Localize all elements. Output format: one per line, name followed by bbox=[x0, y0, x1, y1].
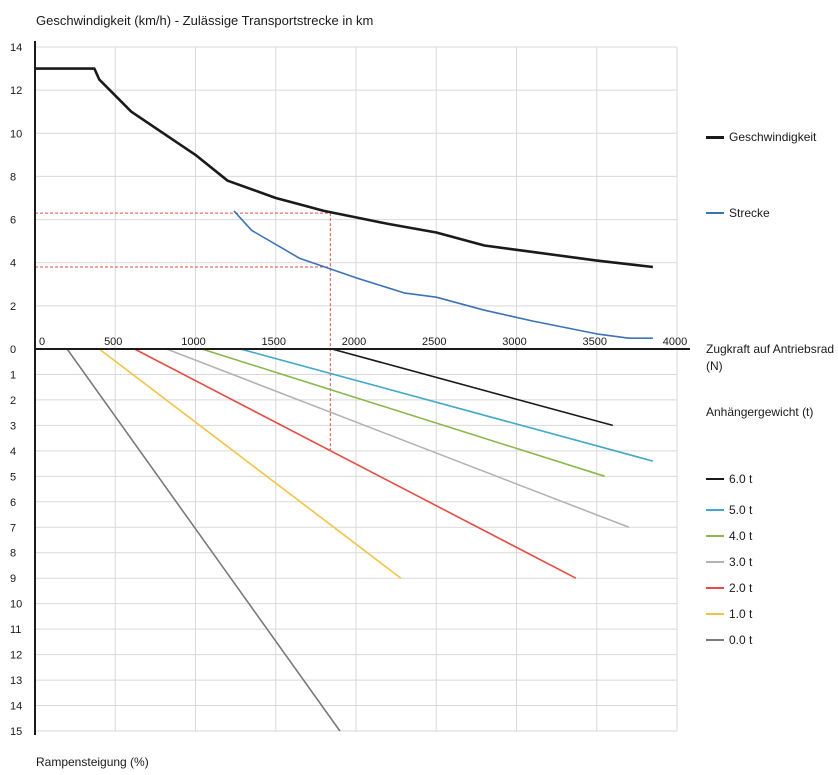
legend-item-trailer: 3.0 t bbox=[706, 554, 752, 570]
legend-swatch bbox=[706, 613, 724, 615]
x-tick-label: 0 bbox=[39, 336, 45, 348]
upper-y-tick-label: 14 bbox=[10, 42, 22, 54]
upper-y-tick-label: 2 bbox=[10, 301, 16, 313]
trailer-legend-title: Anhängergewicht (t) bbox=[706, 405, 814, 419]
x-tick-label: 3500 bbox=[583, 336, 607, 348]
legend-swatch bbox=[706, 535, 724, 537]
legend-item-trailer: 4.0 t bbox=[706, 528, 752, 544]
lower-y-tick-label: 8 bbox=[10, 548, 16, 560]
lower-y-tick-label: 1 bbox=[10, 369, 16, 381]
legend-item-trailer: 5.0 t bbox=[706, 502, 752, 518]
upper-y-tick-label: 0 bbox=[10, 344, 16, 356]
lower-y-tick-label: 13 bbox=[10, 675, 22, 687]
legend-item-trailer: 2.0 t bbox=[706, 580, 752, 596]
lower-y-tick-label: 12 bbox=[10, 650, 22, 662]
lower-y-tick-label: 14 bbox=[10, 701, 22, 713]
lower-y-tick-label: 15 bbox=[10, 726, 22, 738]
lower-y-tick-label: 4 bbox=[10, 446, 16, 458]
legend-swatch bbox=[706, 212, 724, 214]
legend-item-trailer: 0.0 t bbox=[706, 632, 752, 648]
legend-label: 3.0 t bbox=[729, 555, 753, 569]
x-tick-label: 2000 bbox=[342, 336, 366, 348]
legend-item-strecke: Strecke bbox=[706, 205, 770, 221]
trailer-line-4-0-t bbox=[201, 348, 606, 478]
x-tick-label: 2500 bbox=[422, 336, 446, 348]
x-axis-label: Zugkraft auf Antriebsrad (N) bbox=[706, 342, 835, 373]
lower-y-tick-label: 9 bbox=[10, 573, 16, 585]
trailer-line-6-0-t bbox=[331, 348, 614, 427]
x-tick-label: 3000 bbox=[502, 336, 526, 348]
grid bbox=[35, 46, 678, 732]
legend-label: 5.0 t bbox=[729, 503, 753, 517]
upper-y-tick-label: 8 bbox=[10, 171, 16, 183]
tick-labels: 0 500 1000 1500 2000 2500 3000 3500 4000 0 2 4 6 8 10 1… bbox=[10, 42, 687, 738]
legend-swatch bbox=[706, 639, 724, 641]
reading-example bbox=[35, 212, 331, 454]
legend-label: 1.0 t bbox=[729, 607, 753, 621]
chart-title: Geschwindigkeit (km/h) - Zulässige Trans… bbox=[36, 13, 374, 28]
lower-y-axis-label: Rampensteigung (%) bbox=[36, 755, 149, 769]
lower-y-tick-label: 11 bbox=[10, 624, 21, 636]
legend-swatch bbox=[706, 478, 724, 480]
upper-y-tick-label: 6 bbox=[10, 215, 16, 227]
legend-label: 2.0 t bbox=[729, 581, 753, 595]
legend-swatch bbox=[706, 587, 724, 589]
series-line-strecke bbox=[233, 210, 653, 339]
legend-label: Geschwindigkeit bbox=[729, 130, 817, 144]
legend-label: 6.0 t bbox=[729, 472, 753, 486]
trailer-line-2-0-t bbox=[134, 348, 577, 579]
legend-item-geschwindigkeit: Geschwindigkeit bbox=[706, 129, 816, 145]
x-tick-label: 4000 bbox=[663, 336, 687, 348]
trailer-line-5-0-t bbox=[240, 348, 654, 462]
lower-y-tick-label: 2 bbox=[10, 395, 16, 407]
x-tick-label: 500 bbox=[104, 336, 122, 348]
trailer-line-3-0-t bbox=[166, 348, 630, 529]
legend-label: 4.0 t bbox=[729, 529, 753, 543]
legend-label: 0.0 t bbox=[729, 633, 753, 647]
upper-y-tick-label: 12 bbox=[10, 85, 22, 97]
lower-y-tick-label: 10 bbox=[10, 599, 22, 611]
lower-y-tick-label: 5 bbox=[10, 471, 16, 483]
upper-y-tick-label: 10 bbox=[10, 128, 22, 140]
x-tick-label: 1000 bbox=[181, 336, 205, 348]
legend-item-trailer: 6.0 t bbox=[706, 471, 752, 487]
legend-swatch bbox=[706, 135, 724, 139]
series-line-geschwindigkeit bbox=[35, 67, 654, 269]
lower-y-tick-label: 3 bbox=[10, 420, 16, 432]
axes bbox=[34, 41, 690, 735]
legend-item-trailer: 1.0 t bbox=[706, 606, 752, 622]
legend-swatch bbox=[706, 509, 724, 511]
trailer-line-0-0-t bbox=[66, 348, 341, 732]
trailer-line-1-0-t bbox=[98, 348, 402, 579]
lower-y-tick-label: 6 bbox=[10, 497, 16, 509]
legend-swatch bbox=[706, 561, 724, 563]
x-tick-label: 1500 bbox=[262, 336, 286, 348]
lower-y-tick-label: 7 bbox=[10, 522, 16, 534]
upper-y-tick-label: 4 bbox=[10, 258, 16, 270]
series-layer bbox=[35, 67, 654, 732]
legend-label: Strecke bbox=[729, 206, 770, 220]
